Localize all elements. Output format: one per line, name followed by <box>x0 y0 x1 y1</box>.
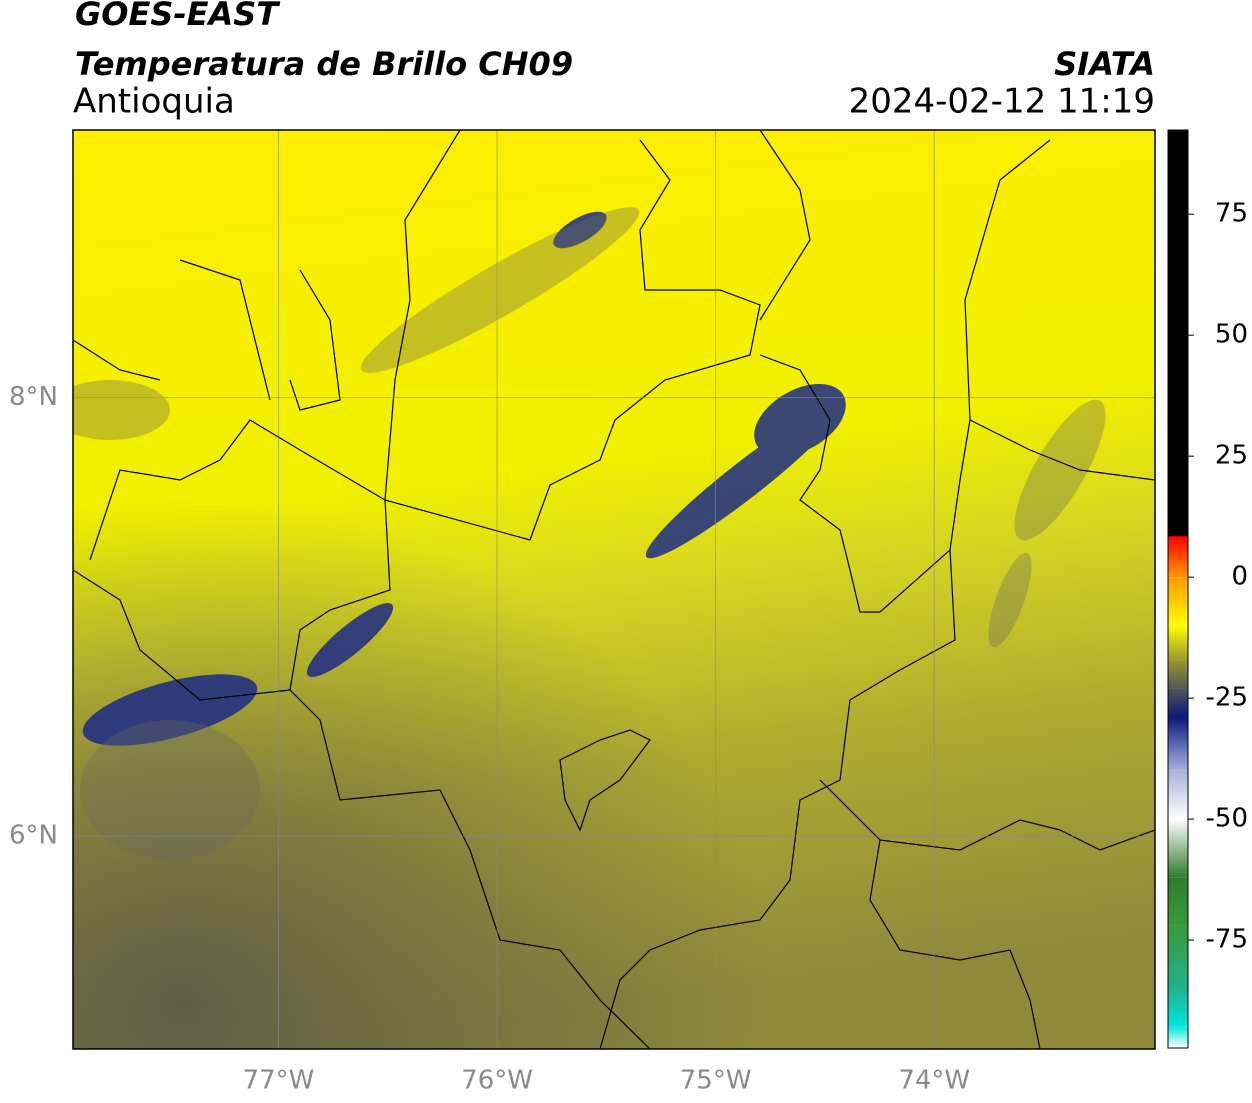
colorbar-band <box>1168 926 1188 989</box>
colorbar-tick-label: -75 <box>1206 925 1248 955</box>
colorbar-band <box>1168 536 1188 577</box>
colorbar-band <box>1168 988 1188 1026</box>
map-shade <box>73 130 1155 1049</box>
subtitle: Temperatura de Brillo CH09 <box>75 45 573 83</box>
colorbar-tick-label: 75 <box>1215 199 1248 229</box>
colorbar-band <box>1168 688 1188 717</box>
colorbar-tick-label: -50 <box>1206 804 1248 834</box>
map <box>50 130 1155 1049</box>
colorbar-band <box>1168 130 1188 536</box>
y-tick-label: 8°N <box>9 382 58 412</box>
y-tick-label: 6°N <box>9 821 58 851</box>
colorbar-band <box>1168 626 1188 660</box>
colorbar-tick-label: 0 <box>1231 562 1248 592</box>
colorbar-tick-label: 50 <box>1215 320 1248 350</box>
colorbar-band <box>1168 771 1188 819</box>
colorbar-tick-label: 25 <box>1215 441 1248 471</box>
colorbar-band <box>1168 877 1188 925</box>
x-tick-label: 77°W <box>243 1066 315 1096</box>
datetime: 2024-02-12 11:19 <box>849 82 1155 122</box>
x-tick-label: 74°W <box>898 1066 970 1096</box>
x-tick-label: 75°W <box>680 1066 752 1096</box>
colorbar-band <box>1168 577 1188 625</box>
colorbar-band <box>1168 819 1188 877</box>
colorbar-tick-label: -25 <box>1206 683 1248 713</box>
region: Antioquia <box>73 82 235 122</box>
x-tick-label: 76°W <box>461 1066 533 1096</box>
colorbar-band <box>1168 717 1188 770</box>
colorbar-band <box>1168 1026 1188 1048</box>
source: SIATA <box>1054 45 1155 83</box>
title: GOES-EAST <box>75 0 280 33</box>
colorbar-band <box>1168 659 1188 688</box>
